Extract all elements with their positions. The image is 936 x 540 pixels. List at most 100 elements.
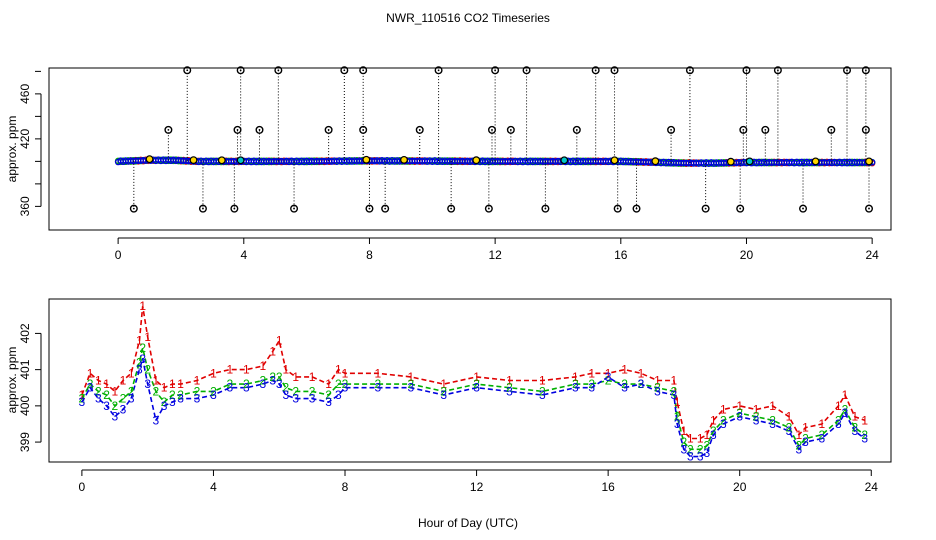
top-flagged-point xyxy=(145,155,154,164)
bottom-series-3-marker: 3 xyxy=(703,446,710,460)
bottom-series-3-marker: 3 xyxy=(111,410,118,424)
bottom-series-2-marker: 2 xyxy=(605,374,612,388)
bottom-series-2-marker: 2 xyxy=(292,384,299,398)
bottom-y-tick-label: 399 xyxy=(18,432,32,452)
bottom-series-1-marker: 1 xyxy=(95,374,102,388)
top-outlier-point-mid xyxy=(827,125,836,134)
top-outlier-point-center xyxy=(689,69,691,72)
top-outlier-point-low xyxy=(129,204,138,213)
bottom-series-3-marker: 3 xyxy=(335,388,342,402)
top-outlier-point-high xyxy=(236,66,245,75)
bottom-series-1-marker: 1 xyxy=(572,370,579,384)
bottom-series-3-marker: 3 xyxy=(169,395,176,409)
bottom-series-2-marker: 2 xyxy=(621,377,628,391)
top-flagged-point xyxy=(865,157,873,166)
top-outlier-point-center xyxy=(745,69,748,72)
bottom-series-2-marker: 2 xyxy=(269,370,276,384)
bottom-series-2-marker: 2 xyxy=(342,377,349,391)
bottom-series-3-marker: 3 xyxy=(87,381,94,395)
top-x-tick-label: 4 xyxy=(240,248,247,262)
top-baseline-band xyxy=(114,156,876,167)
bottom-series-2-marker: 2 xyxy=(111,399,118,413)
bottom-series-3-marker: 3 xyxy=(153,413,160,427)
top-outlier-point-mid xyxy=(506,125,515,134)
bottom-series-2-marker: 2 xyxy=(654,381,661,395)
top-x-tick-label: 0 xyxy=(115,248,122,262)
bottom-series-3-marker: 3 xyxy=(276,377,283,391)
top-outlier-point-center xyxy=(362,128,365,131)
bottom-series-1-marker: 1 xyxy=(136,334,143,348)
top-outlier-point-low xyxy=(613,204,622,213)
top-x-tick-label: 20 xyxy=(740,248,754,262)
bottom-series-3-marker: 3 xyxy=(736,410,743,424)
bottom-series-2-marker: 2 xyxy=(796,439,803,453)
top-x-axis: 0 4 8 12 16 20 24 xyxy=(115,237,879,262)
top-outlier-point-high xyxy=(340,66,349,75)
bottom-series-2-marker: 2 xyxy=(79,392,86,406)
top-y-tick-label: 460 xyxy=(18,84,32,104)
bottom-x-tick-label: 24 xyxy=(865,480,879,494)
top-outlier-point-mid xyxy=(861,125,870,134)
bottom-series-2-marker: 2 xyxy=(572,377,579,391)
bottom-series-2-marker: 2 xyxy=(506,381,513,395)
bottom-series-2-marker: 2 xyxy=(194,384,201,398)
bottom-series-2-marker: 2 xyxy=(136,355,143,369)
bottom-series-2-marker: 2 xyxy=(473,377,480,391)
top-outlier-point-mid xyxy=(739,125,748,134)
bottom-series-3-marker: 3 xyxy=(786,424,793,438)
top-outlier-point-low xyxy=(447,204,456,213)
top-outlier-point-low xyxy=(799,204,808,213)
top-outlier-point-high xyxy=(274,66,283,75)
bottom-series-3-marker: 3 xyxy=(292,392,299,406)
top-outlier-point-center xyxy=(167,128,170,131)
bottom-series-1-marker: 1 xyxy=(375,366,382,380)
bottom-series-3-marker: 3 xyxy=(243,381,250,395)
bottom-series-1-marker: 1 xyxy=(539,374,546,388)
bottom-series-2-marker: 2 xyxy=(309,384,316,398)
bottom-series-1-marker: 1 xyxy=(169,377,176,391)
bottom-plot-frame xyxy=(48,298,892,463)
bottom-series-1-marker: 1 xyxy=(697,432,704,446)
top-outlier-point-low xyxy=(736,204,745,213)
bottom-series-2-marker: 2 xyxy=(802,432,809,446)
bottom-series-1-marker: 1 xyxy=(103,377,110,391)
top-outlier-point-low xyxy=(290,204,299,213)
bottom-series-3-marker: 3 xyxy=(269,374,276,388)
top-flagged-point xyxy=(189,156,198,164)
top-outlier-point-low xyxy=(632,204,641,213)
bottom-series-3-marker: 3 xyxy=(227,381,234,395)
top-flagged-point xyxy=(745,157,754,166)
top-outlier-point-center xyxy=(202,207,204,210)
top-outlier-point-center xyxy=(233,207,236,210)
top-outlier-point-center xyxy=(864,128,867,131)
top-outlier-point-center xyxy=(236,128,239,131)
top-y-tick-label: 360 xyxy=(18,196,32,216)
bottom-series-2-marker: 2 xyxy=(687,442,694,456)
bottom-series-2-marker: 2 xyxy=(697,442,704,456)
bottom-series-1-marker: 1 xyxy=(210,366,217,380)
top-outlier-point-center xyxy=(132,207,135,210)
bottom-y-tick-label: 402 xyxy=(18,323,32,343)
bottom-series-1-marker: 1 xyxy=(243,363,250,377)
bottom-series-3-marker: 3 xyxy=(259,377,266,391)
top-outlier-point-center xyxy=(776,69,779,72)
bottom-series-3-marker: 3 xyxy=(139,352,146,366)
bottom-series-1-marker: 1 xyxy=(802,421,809,435)
top-outlier-point-center xyxy=(437,69,440,72)
top-outlier-point-center xyxy=(802,207,804,210)
bottom-series-2-marker: 2 xyxy=(139,341,146,355)
top-outlier-point-high xyxy=(434,66,443,75)
bottom-series-2-marker: 2 xyxy=(210,384,217,398)
top-outlier-point-mid xyxy=(233,125,242,134)
top-outlier-point-low xyxy=(701,204,710,213)
bottom-series-3-line xyxy=(81,358,866,458)
bottom-x-tick-label: 20 xyxy=(733,480,747,494)
top-outlier-point-center xyxy=(327,128,330,131)
bottom-series-1-marker: 1 xyxy=(440,377,447,391)
bottom-series-3-marker: 3 xyxy=(605,370,612,384)
top-panel: 0 4 8 12 16 20 24 360 420 460 approx. ppm xyxy=(5,66,892,262)
top-outlier-point-low xyxy=(865,204,874,213)
bottom-series-1-marker: 1 xyxy=(671,374,678,388)
top-outlier-point-center xyxy=(491,128,493,131)
bottom-y-axis: 399 400 401 402 xyxy=(18,323,42,452)
